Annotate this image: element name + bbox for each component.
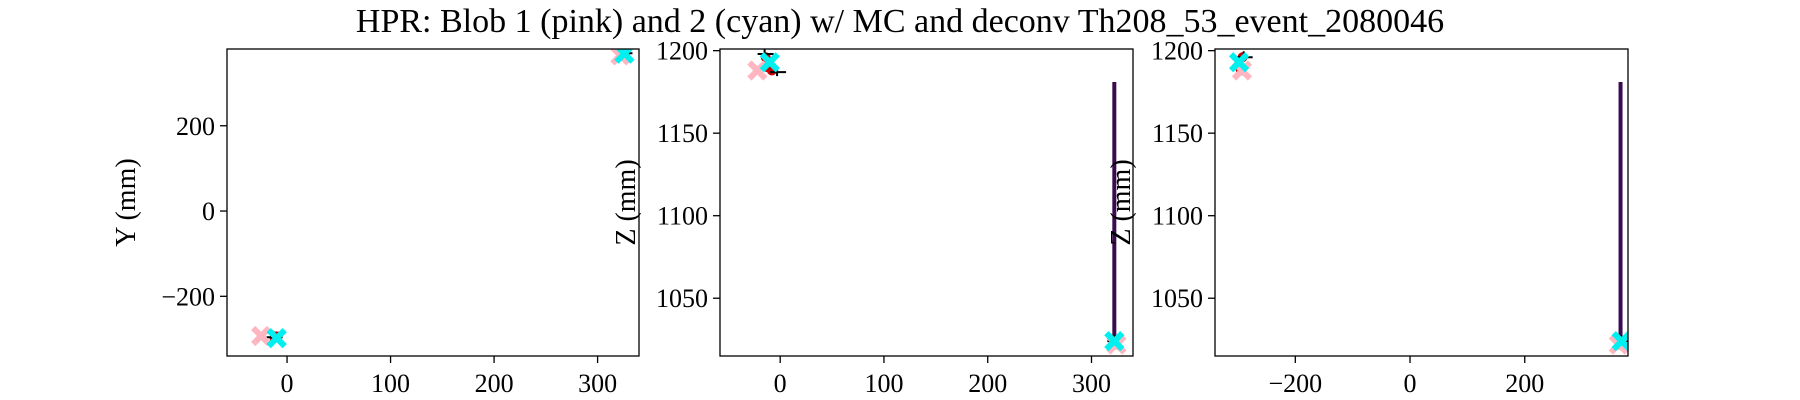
- blob2-marker-2-stroke-b: [1611, 331, 1628, 352]
- x-tick-label: 200: [475, 369, 514, 398]
- blob1-marker-1: [251, 325, 272, 347]
- x-tick-label: 300: [1072, 369, 1111, 398]
- x-tick-label: 300: [578, 369, 617, 398]
- subplot-3: −200 0 200 1050 1100 1150 1200 Z (mm): [1106, 37, 1629, 398]
- plot-area-1: [251, 49, 635, 349]
- y-tick-label: 1050: [1151, 284, 1203, 313]
- x-tick-label: 0: [1404, 369, 1417, 398]
- x-tick-label: 0: [281, 369, 294, 398]
- figure-title: HPR: Blob 1 (pink) and 2 (cyan) w/ MC an…: [356, 3, 1444, 40]
- blob2-marker-2: [1611, 331, 1628, 352]
- y-tick-label: 1200: [656, 37, 708, 66]
- axes-frame-3: [1214, 48, 1629, 357]
- blob2-marker-1-stroke-b: [1228, 52, 1250, 73]
- blob2-marker-2: [1104, 331, 1125, 352]
- y-tick-label: 0: [202, 197, 215, 226]
- blob2-marker-1: [1228, 52, 1250, 73]
- y-tick-label: 1100: [657, 202, 708, 231]
- y-tick-label: 1150: [1152, 119, 1203, 148]
- axes-frame-2: [719, 48, 1134, 357]
- y-tick-label: −200: [161, 282, 215, 311]
- y-axis-label-2: Z (mm): [611, 159, 642, 245]
- x-tick-label: 200: [1505, 369, 1544, 398]
- plot-area-3: [1228, 51, 1628, 355]
- y-axis-label-3: Z (mm): [1106, 159, 1137, 245]
- y-tick-label: 1050: [656, 284, 708, 313]
- x-tick-label: −200: [1268, 369, 1322, 398]
- y-tick-label: 200: [176, 112, 215, 141]
- y-tick-label: 1100: [1152, 202, 1203, 231]
- x-tick-label: 0: [774, 369, 787, 398]
- blob2-marker-1: [759, 52, 780, 73]
- plot-area-2: [747, 49, 1127, 355]
- x-tick-label: 100: [864, 369, 903, 398]
- y-tick-label: 1150: [657, 119, 708, 148]
- blob2-marker-1-stroke-b: [759, 52, 780, 73]
- blob2-marker-1: [266, 327, 287, 349]
- blob2-marker-1-stroke-b: [266, 327, 287, 349]
- subplot-2: 0 100 200 300 1050 1100 1150 1200 Z (mm): [611, 37, 1134, 398]
- blob1-marker-1-stroke-b: [1231, 60, 1253, 81]
- axes-frame-1: [226, 48, 640, 357]
- blob1-marker-1-stroke-b: [251, 325, 272, 347]
- x-tick-label: 100: [371, 369, 410, 398]
- x-tick-label: 200: [968, 369, 1007, 398]
- subplot-1: 0 100 200 300 −200 0 200 Y (mm): [111, 48, 640, 398]
- blob2-marker-2: [614, 49, 635, 64]
- y-tick-label: 1200: [1151, 37, 1203, 66]
- y-axis-label-1: Y (mm): [111, 158, 142, 246]
- subplot-group: 0 100 200 300 −200 0 200 Y (mm) 0 100 200 300 1050 11…: [111, 37, 1629, 398]
- blob2-marker-2-stroke-b: [614, 49, 634, 64]
- blob2-marker-2-stroke-b: [1104, 331, 1125, 352]
